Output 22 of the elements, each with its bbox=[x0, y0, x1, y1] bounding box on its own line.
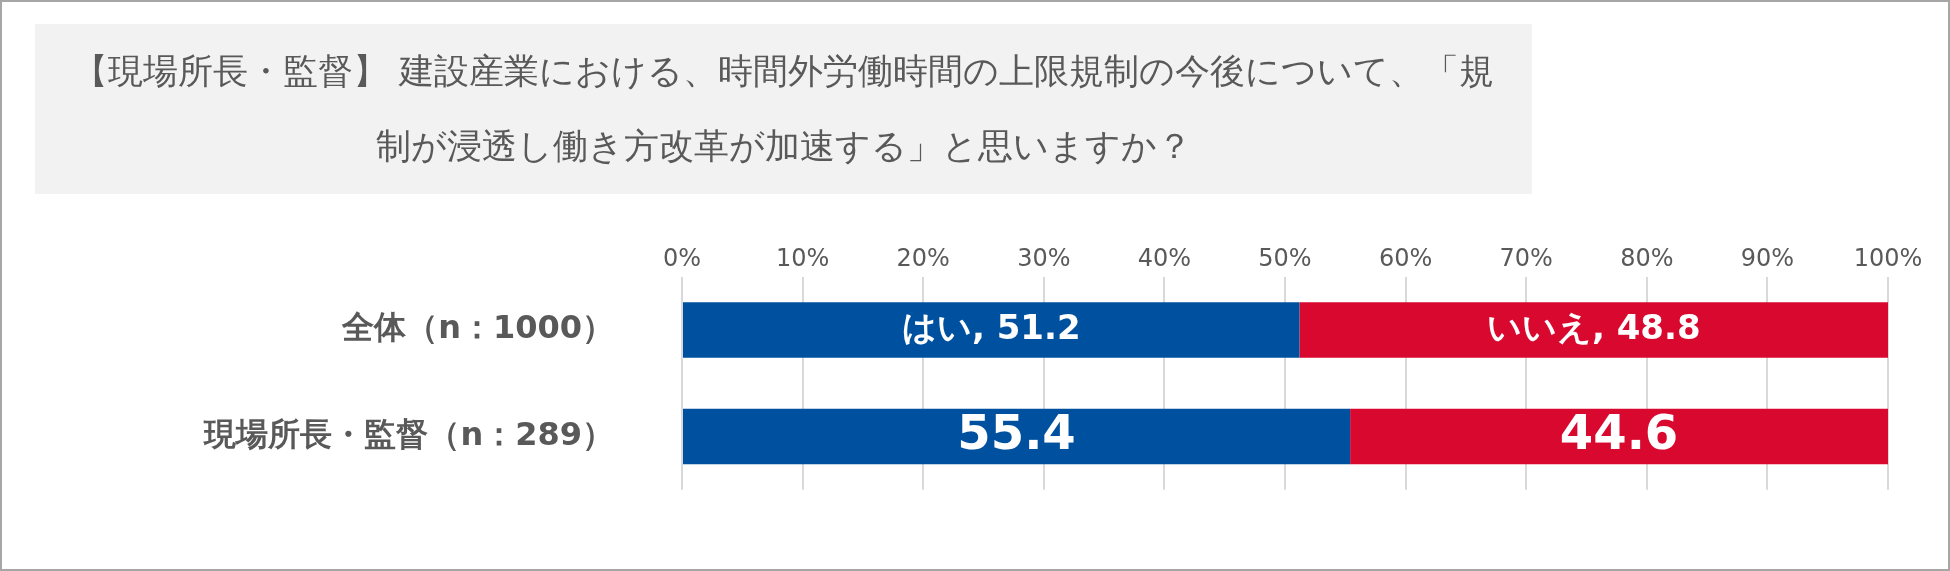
x-tick-label: 80% bbox=[1620, 243, 1674, 272]
data-label: いいえ, 48.8 bbox=[1486, 306, 1701, 347]
bar bbox=[1299, 302, 1888, 358]
bar bbox=[683, 408, 1351, 465]
x-tick-label: 90% bbox=[1740, 243, 1795, 272]
x-tick-label: 60% bbox=[1378, 243, 1433, 272]
x-tick-label: 100% bbox=[1853, 243, 1923, 272]
bar bbox=[683, 302, 1300, 358]
y-tick-label: 全体（n：1000） bbox=[341, 308, 614, 347]
x-tick-label: 70% bbox=[1499, 243, 1553, 272]
data-label: はい, 51.2 bbox=[901, 306, 1081, 347]
y-tick-label: 現場所長・監督（n：289） bbox=[203, 414, 614, 453]
x-tick-label: 40% bbox=[1137, 243, 1192, 272]
data-label: 44.6 bbox=[1559, 404, 1679, 461]
chart-title: 【現場所長・監督】 建設産業における、時間外労働時間の上限規制の今後について、「規制が浸透し働き方改革が加速する」と思いますか？ bbox=[35, 24, 1532, 194]
x-tick-label: 20% bbox=[896, 243, 950, 272]
x-tick-label: 30% bbox=[1017, 243, 1071, 272]
x-tick-label: 0% bbox=[662, 243, 702, 272]
bar bbox=[1350, 408, 1888, 465]
data-label: 55.4 bbox=[957, 404, 1076, 461]
x-tick-label: 10% bbox=[775, 243, 830, 272]
x-tick-label: 50% bbox=[1258, 243, 1312, 272]
